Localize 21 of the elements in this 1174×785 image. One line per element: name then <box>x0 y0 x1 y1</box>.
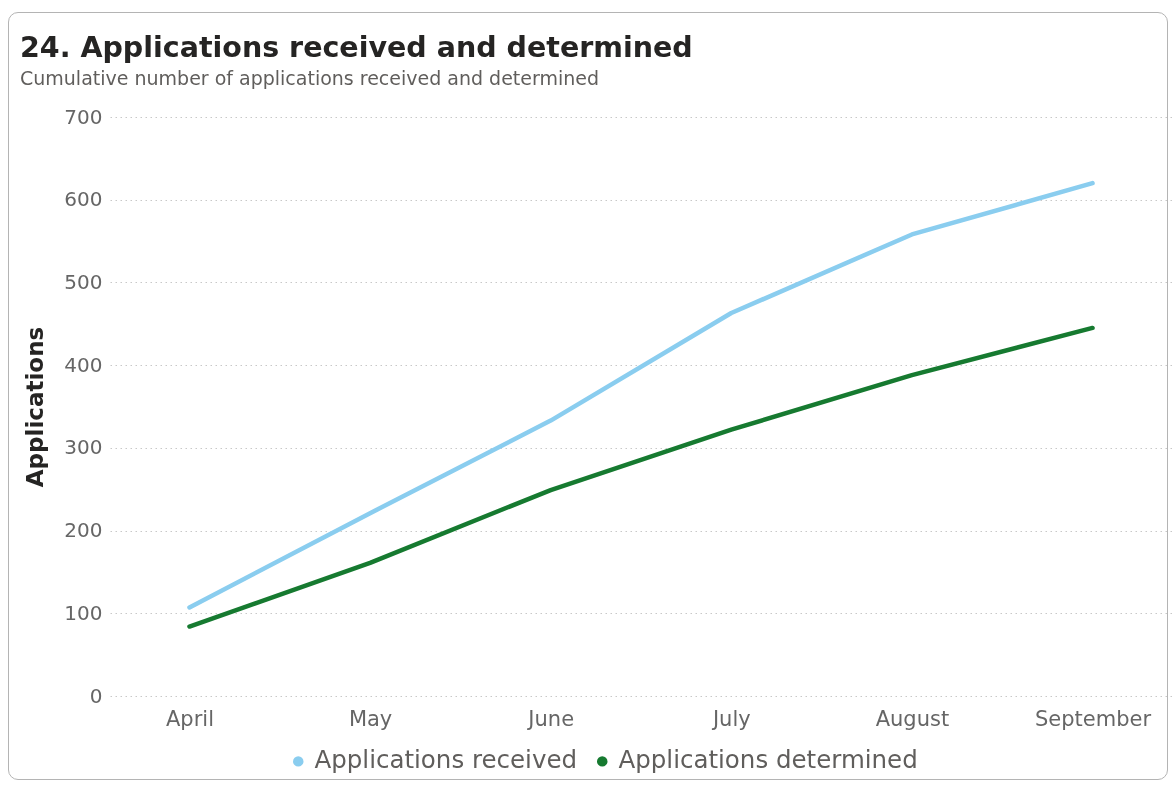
y-tick-label: 100 <box>64 600 103 625</box>
y-tick-label: 700 <box>64 104 103 129</box>
y-tick-label: 400 <box>64 352 103 377</box>
y-tick-label: 600 <box>64 187 103 212</box>
x-tick-label: September <box>1034 706 1152 731</box>
x-tick-label: August <box>875 706 950 731</box>
y-tick-label: 500 <box>64 269 103 294</box>
chart-title: 24. Applications received and determined <box>20 30 693 64</box>
x-tick-label: June <box>526 706 575 731</box>
x-tick-label: April <box>165 706 214 731</box>
x-tick-label: May <box>348 706 393 731</box>
line-series <box>187 180 1095 610</box>
chart-subtitle: Cumulative number of applications received and determined <box>20 67 600 89</box>
y-tick-label: 0 <box>89 683 103 708</box>
legend-label: Applications determined <box>618 745 918 775</box>
y-axis-title: Applications <box>22 326 49 488</box>
y-tick-label: 200 <box>64 518 103 543</box>
x-tick-label: July <box>710 706 751 731</box>
legend-label: Applications received <box>314 745 578 775</box>
y-tick-label: 300 <box>64 435 103 460</box>
line-series <box>187 325 1095 629</box>
